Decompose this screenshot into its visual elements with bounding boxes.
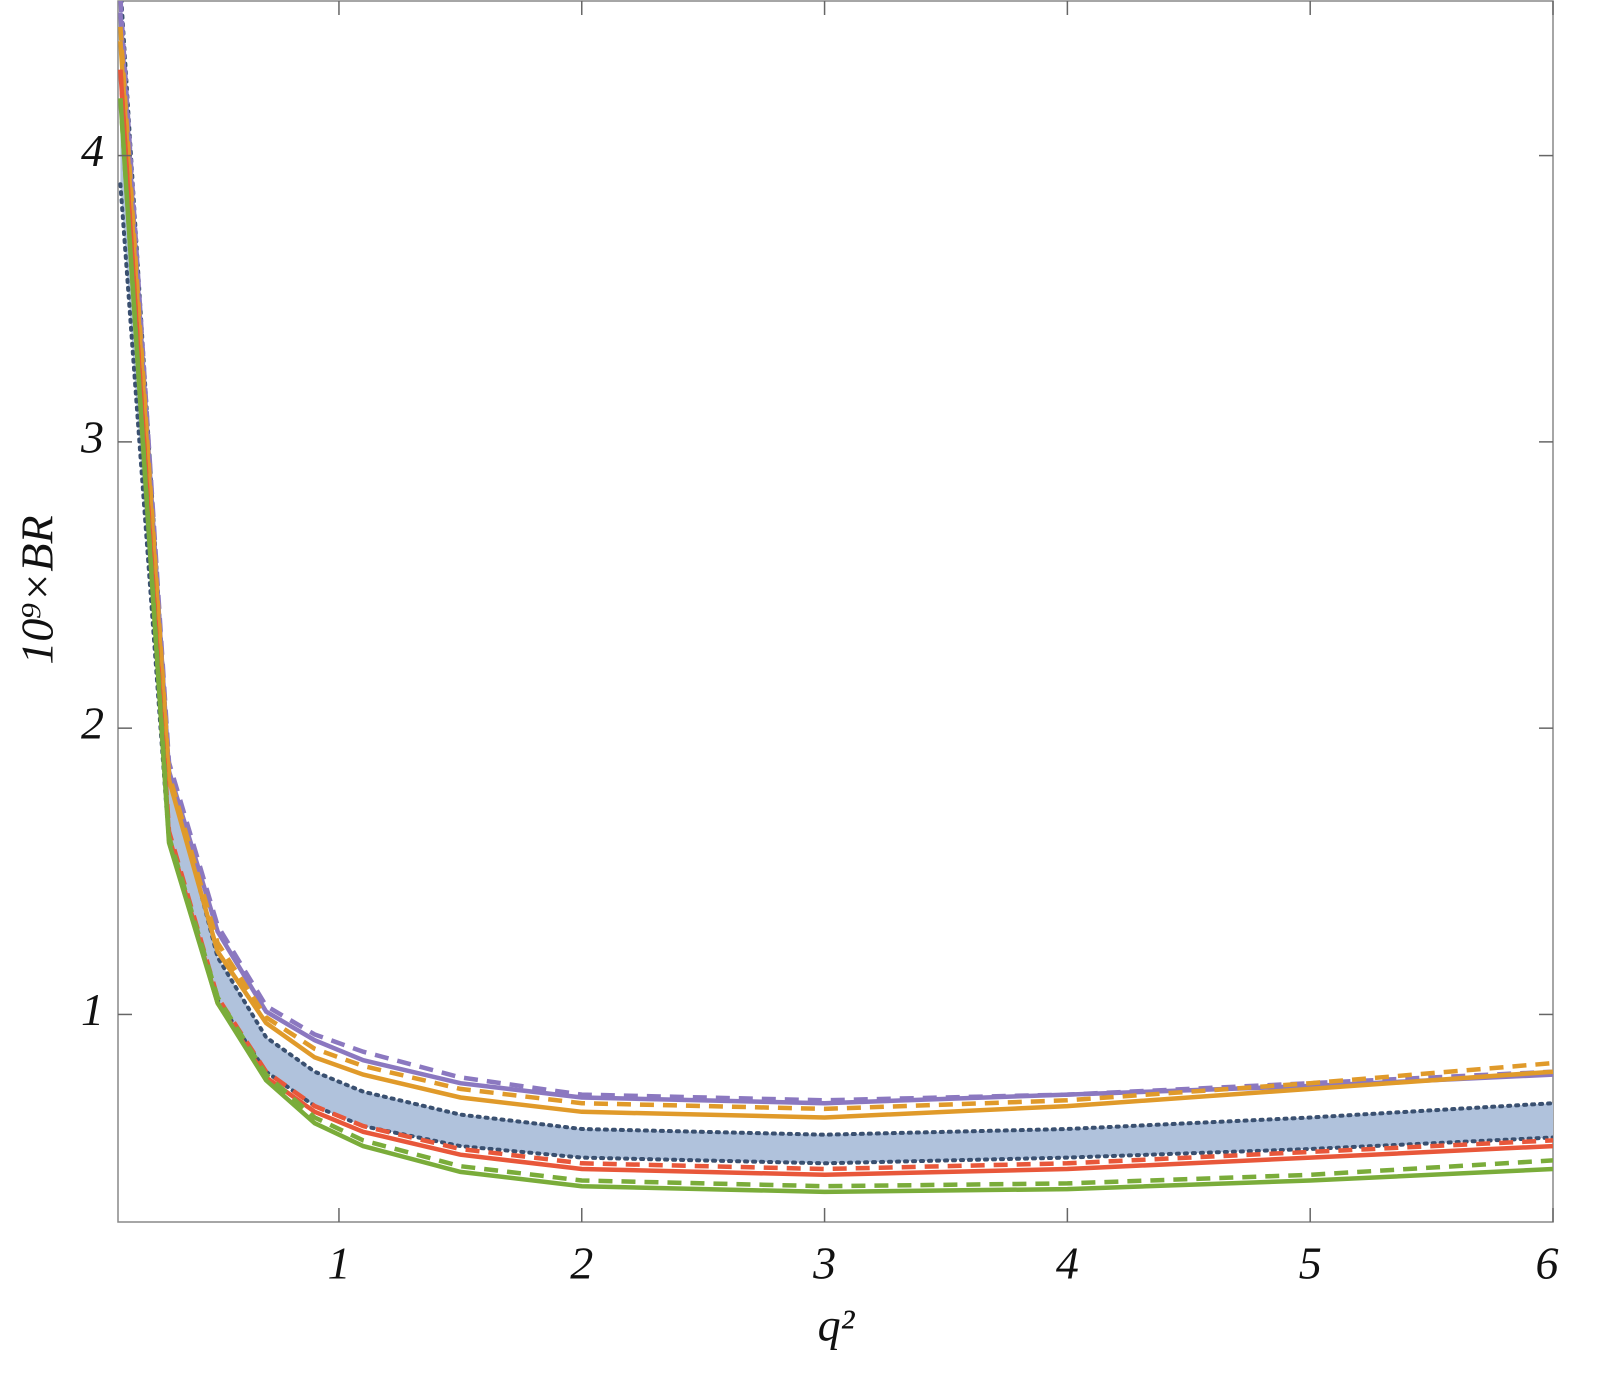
- band-fill: [120, 1, 1553, 1164]
- series-line: [118, 69, 1553, 1178]
- x-tick-label: 5: [1299, 1238, 1322, 1289]
- y-tick-label: 1: [81, 984, 104, 1035]
- series-line: [118, 1, 1553, 1103]
- x-tick-label: 4: [1056, 1238, 1079, 1289]
- band-edge: [118, 182, 1553, 1166]
- series-line: [118, 26, 1553, 1112]
- x-axis-title: q²: [818, 1300, 856, 1351]
- series-line: [118, 12, 1553, 1106]
- series-line: [118, 69, 1553, 1172]
- y-tick-label: 2: [81, 698, 104, 749]
- series-line: [118, 98, 1553, 1189]
- plot-area: [118, 1, 1553, 1195]
- band-edge: [119, 1, 1553, 1137]
- series-line: [118, 40, 1553, 1120]
- y-tick-label: 3: [80, 411, 104, 462]
- x-tick-label: 6: [1536, 1238, 1559, 1289]
- y-axis-title: 10⁹×BR: [12, 515, 63, 664]
- x-tick-label: 1: [327, 1238, 350, 1289]
- plot-frame: [117, 0, 1554, 1223]
- x-tick-label: 3: [812, 1238, 836, 1289]
- y-tick-label: 4: [81, 125, 104, 176]
- series-line: [118, 98, 1553, 1195]
- x-tick-label: 2: [570, 1238, 593, 1289]
